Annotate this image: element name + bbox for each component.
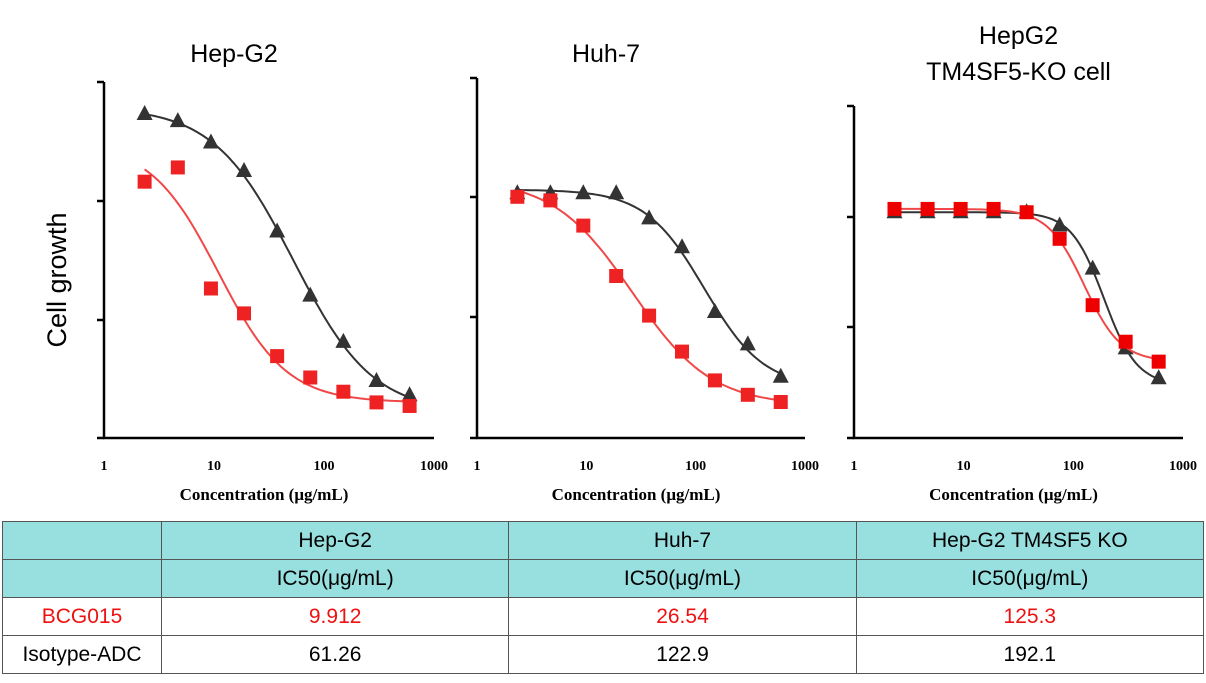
data-point-bcg015: [1118, 334, 1133, 349]
data-point-isotype-adc: [1150, 369, 1167, 385]
data-point-bcg015: [543, 193, 558, 208]
x-tick-label: 1000: [420, 459, 448, 474]
data-point-isotype-adc: [706, 303, 723, 318]
x-axis-label: Concentration (μg/mL): [180, 485, 349, 504]
table-cell: 26.54: [508, 597, 857, 636]
data-point-bcg015: [237, 306, 252, 321]
data-point-bcg015: [707, 373, 722, 388]
metric-label: IC50(μg/mL): [508, 559, 857, 598]
data-point-bcg015: [203, 281, 218, 296]
fit-curve-bcg015: [143, 168, 410, 403]
chart-panel-2: Huh-7 1 10 100 1000 Concentration (μg/mL): [470, 40, 819, 504]
table-cell: 125.3: [855, 597, 1205, 636]
x-tick-label: 1: [851, 459, 858, 474]
table-row: BCG015 9.912 26.54 125.3: [2, 597, 1205, 636]
data-point-isotype-adc: [236, 162, 253, 177]
col-header-hepg2: Hep-G2: [160, 521, 510, 560]
data-point-isotype-adc: [169, 112, 186, 128]
data-point-bcg015: [1052, 231, 1067, 246]
chart-title: HepG2: [979, 22, 1058, 50]
data-point-bcg015: [1085, 298, 1100, 313]
ic50-table: Hep-G2 Huh-7 Hep-G2 TM4SF5 KO IC50(μg/mL…: [2, 521, 1205, 674]
data-point-bcg015: [270, 349, 285, 364]
data-point-bcg015: [576, 218, 591, 233]
data-point-bcg015: [642, 308, 657, 323]
data-point-bcg015: [920, 201, 935, 216]
metric-label: IC50(μg/mL): [855, 559, 1205, 598]
x-tick-label: 1000: [791, 459, 819, 474]
y-axis-label: Cell growth: [42, 212, 72, 347]
data-point-isotype-adc: [608, 184, 625, 200]
chart-title: Huh-7: [572, 40, 640, 68]
data-point-bcg015: [740, 387, 755, 402]
data-point-isotype-adc: [368, 372, 385, 388]
x-tick-label: 10: [957, 459, 971, 474]
table-cell: 122.9: [508, 635, 857, 674]
table-corner-cell: [2, 521, 162, 560]
chart-panel-3: HepG2 TM4SF5-KO cell 1 10 100 1000 Concentrati…: [847, 22, 1197, 504]
data-point-bcg015: [303, 370, 318, 385]
data-point-bcg015: [402, 398, 417, 413]
axis-lines: [852, 106, 1183, 440]
data-point-isotype-adc: [575, 184, 592, 200]
data-point-isotype-adc: [1051, 216, 1068, 232]
col-header-huh7: Huh-7: [508, 521, 857, 560]
table-cell: 9.912: [160, 597, 510, 636]
data-point-bcg015: [609, 269, 624, 283]
x-axis-label: Concentration (μg/mL): [929, 485, 1098, 504]
data-point-bcg015: [986, 201, 1001, 216]
x-tick-label: 1000: [1169, 459, 1197, 474]
charts-area: Cell growth Hep-G2 1 10 100 1000 Concentratio…: [42, 22, 1197, 504]
chart-panel-1: Hep-G2 1 10 100 1000 Concentration (μg/mL): [97, 40, 448, 504]
table-cell: 192.1: [855, 635, 1205, 674]
table-cell: 61.26: [160, 635, 510, 674]
x-tick-label: 100: [314, 459, 335, 474]
data-point-bcg015: [137, 174, 152, 189]
data-point-isotype-adc: [674, 238, 691, 254]
data-point-isotype-adc: [641, 209, 658, 225]
data-point-bcg015: [887, 201, 902, 216]
data-point-bcg015: [510, 189, 525, 204]
table-metric-row: IC50(μg/mL) IC50(μg/mL) IC50(μg/mL): [2, 559, 1205, 598]
x-tick-label: 1: [474, 459, 481, 474]
data-point-isotype-adc: [401, 386, 418, 402]
x-tick-label: 1: [101, 459, 108, 474]
data-point-isotype-adc: [302, 286, 319, 302]
table-header-row: Hep-G2 Huh-7 Hep-G2 TM4SF5 KO: [2, 521, 1205, 560]
data-point-bcg015: [369, 395, 384, 410]
data-point-bcg015: [1151, 354, 1166, 369]
x-tick-label: 10: [207, 459, 221, 474]
row-name-bcg015: BCG015: [2, 597, 162, 636]
data-point-bcg015: [170, 160, 185, 175]
data-point-isotype-adc: [772, 367, 789, 383]
data-point-bcg015: [953, 201, 968, 216]
axis-lines: [475, 78, 805, 440]
chart-title: Hep-G2: [190, 40, 278, 68]
row-name-isotype-adc: Isotype-ADC: [2, 635, 162, 674]
data-point-isotype-adc: [269, 222, 286, 238]
table-corner-cell-2: [2, 559, 162, 598]
x-tick-label: 10: [579, 459, 593, 474]
x-axis-label: Concentration (μg/mL): [552, 485, 721, 504]
data-point-bcg015: [1019, 205, 1034, 220]
data-point-isotype-adc: [739, 335, 756, 351]
x-tick-label: 100: [685, 459, 706, 474]
x-tick-label: 100: [1063, 459, 1084, 474]
metric-label: IC50(μg/mL): [160, 559, 510, 598]
table-row: Isotype-ADC 61.26 122.9 192.1: [2, 635, 1205, 674]
chart-title: TM4SF5-KO cell: [926, 58, 1111, 86]
data-point-isotype-adc: [136, 105, 153, 121]
data-point-isotype-adc: [1084, 259, 1101, 275]
data-point-isotype-adc: [335, 332, 352, 348]
data-point-bcg015: [773, 395, 788, 409]
data-point-bcg015: [336, 384, 351, 399]
col-header-ko: Hep-G2 TM4SF5 KO: [855, 521, 1205, 560]
data-point-isotype-adc: [202, 133, 219, 149]
data-point-bcg015: [675, 344, 690, 359]
